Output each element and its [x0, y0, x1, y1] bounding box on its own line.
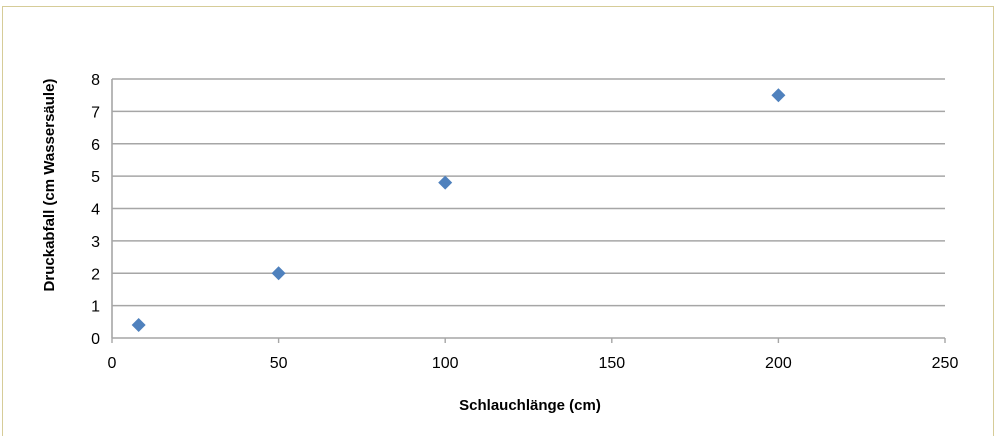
y-tick-label: 5: [91, 169, 100, 186]
y-tick-label: 1: [91, 299, 100, 316]
y-tick-label: 3: [91, 234, 100, 251]
y-tick-label: 0: [91, 331, 100, 348]
chart-frame: [2, 6, 994, 436]
y-tick-label: 8: [91, 72, 100, 89]
y-tick-label: 7: [91, 104, 100, 121]
x-tick-label: 150: [598, 355, 625, 372]
gridlines: [111, 78, 946, 343]
y-tick-label: 4: [91, 202, 100, 219]
x-tick-label: 50: [270, 355, 288, 372]
data-point: [438, 175, 453, 190]
data-point: [771, 88, 786, 103]
x-axis-title: Schlauchlänge (cm): [459, 397, 601, 414]
y-axis-title: Druckabfall (cm Wassersäule): [41, 79, 58, 292]
x-tick-label: 100: [432, 355, 459, 372]
data-point: [271, 266, 286, 281]
x-tick-labels: 0 50 100 150 200 250: [108, 355, 959, 372]
data-points: [131, 88, 786, 333]
x-tick-label: 250: [932, 355, 959, 372]
y-tick-label: 2: [91, 266, 100, 283]
y-tick-labels: 0 1 2 3 4 5 6 7 8: [91, 72, 100, 348]
data-point: [131, 318, 146, 333]
y-tick-label: 6: [91, 137, 100, 154]
x-tick-label: 0: [108, 355, 117, 372]
x-tick-label: 200: [765, 355, 792, 372]
